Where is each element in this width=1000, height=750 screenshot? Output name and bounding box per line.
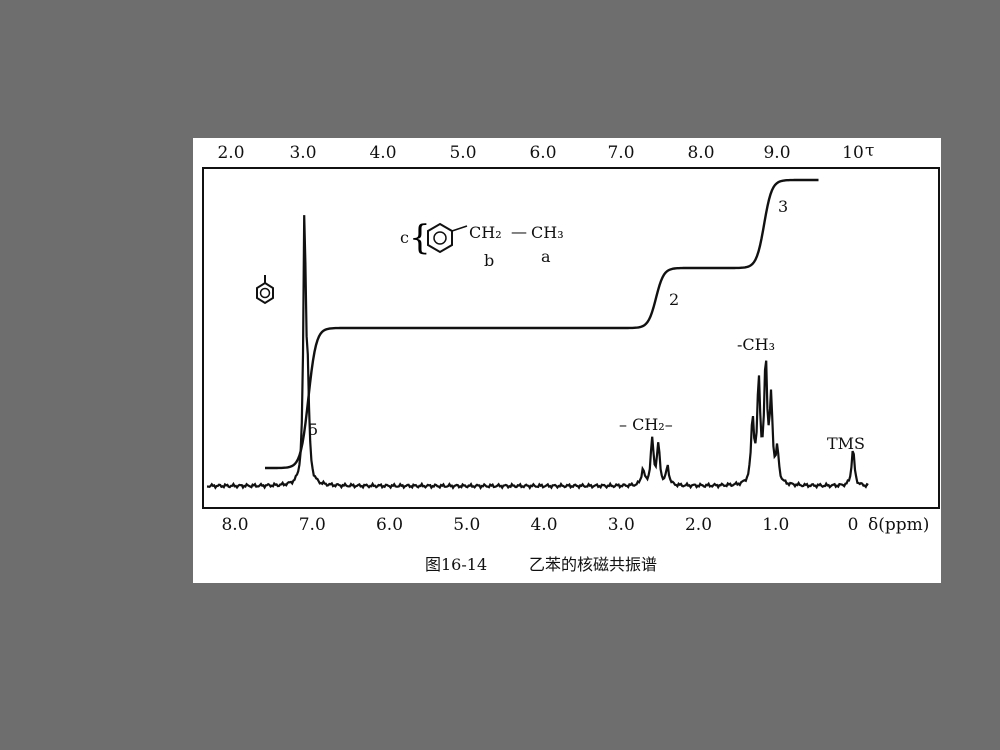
benzene-ring-icon [256, 275, 274, 305]
delta-tick-label: 5.0 [453, 515, 480, 535]
tau-tick-label: 8.0 [687, 143, 714, 163]
structure-label-b: b [484, 251, 494, 270]
integral-label-2: 2 [669, 290, 679, 309]
delta-tick-label: 8.0 [221, 515, 248, 535]
delta-tick-label: 3.0 [608, 515, 635, 535]
tau-tick-label: 4.0 [369, 143, 396, 163]
delta-tick-label: 7.0 [299, 515, 326, 535]
delta-tick-label: 6.0 [376, 515, 403, 535]
ethylbenzene-structure: c { CH₂ — CH₃ b a [400, 218, 564, 270]
delta-tick-label: 4.0 [530, 515, 557, 535]
tau-axis: 2.0 3.0 4.0 5.0 6.0 7.0 8.0 9.0 10 [217, 143, 863, 163]
delta-axis: 8.0 7.0 6.0 5.0 4.0 3.0 2.0 1.0 0 [221, 515, 858, 535]
delta-unit-label: δ(ppm) [868, 515, 929, 535]
tau-unit-label: τ [865, 141, 874, 161]
plot-frame [202, 167, 940, 509]
delta-tick-label: 2.0 [685, 515, 712, 535]
tau-tick-label: 7.0 [607, 143, 634, 163]
nmr-figure: 2.0 3.0 4.0 5.0 6.0 7.0 8.0 9.0 10 τ 8.0 7.0 6.0 5.… [193, 138, 941, 583]
structure-bond: — [511, 222, 527, 241]
figure-caption: 乙苯的核磁共振谱 [529, 555, 657, 574]
structure-label-c: c [400, 228, 409, 247]
nmr-spectrum-chart: 2.0 3.0 4.0 5.0 6.0 7.0 8.0 9.0 10 τ 8.0 7.0 6.0 5.… [202, 141, 940, 574]
tau-tick-label: 5.0 [449, 143, 476, 163]
spectrum-line [206, 215, 869, 490]
ch3-peak-label: -CH₃ [737, 335, 775, 354]
tau-tick-label: 10 [842, 143, 864, 163]
structure-ch3: CH₃ [531, 223, 564, 242]
figure-number: 图16-14 [425, 555, 487, 574]
delta-tick-label: 1.0 [762, 515, 789, 535]
tau-tick-label: 2.0 [217, 143, 244, 163]
tau-tick-label: 6.0 [529, 143, 556, 163]
tms-peak-label: TMS [827, 434, 865, 453]
integral-label-3: 3 [778, 197, 788, 216]
structure-ch2: CH₂ [469, 223, 502, 242]
tau-tick-label: 9.0 [763, 143, 790, 163]
ch2-peak-label: – CH₂– [619, 415, 673, 434]
structure-brace: { [409, 218, 431, 258]
tau-tick-label: 3.0 [289, 143, 316, 163]
benzene-ring-icon [427, 222, 468, 254]
structure-label-a: a [541, 247, 551, 266]
integral-label-5: 5 [308, 420, 318, 439]
delta-tick-label: 0 [848, 515, 859, 535]
integral-curve [265, 178, 819, 470]
